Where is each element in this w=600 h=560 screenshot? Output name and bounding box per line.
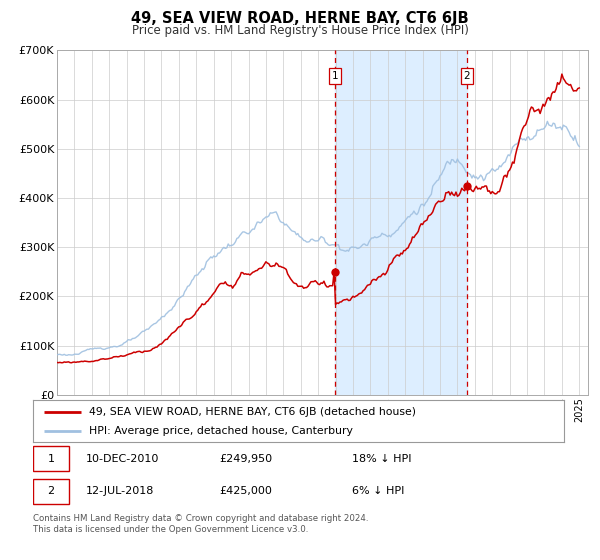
Bar [335,50,467,395]
FancyBboxPatch shape [33,446,69,471]
Text: 49, SEA VIEW ROAD, HERNE BAY, CT6 6JB: 49, SEA VIEW ROAD, HERNE BAY, CT6 6JB [131,11,469,26]
FancyBboxPatch shape [33,479,69,504]
Text: Contains HM Land Registry data © Crown copyright and database right 2024.: Contains HM Land Registry data © Crown c… [33,514,368,523]
Text: 2: 2 [464,71,470,81]
Text: 6% ↓ HPI: 6% ↓ HPI [352,487,404,496]
Text: 10-DEC-2010: 10-DEC-2010 [86,454,160,464]
Text: 1: 1 [331,71,338,81]
Text: 2: 2 [47,487,55,496]
Text: 49, SEA VIEW ROAD, HERNE BAY, CT6 6JB (detached house): 49, SEA VIEW ROAD, HERNE BAY, CT6 6JB (d… [89,407,416,417]
Text: 18% ↓ HPI: 18% ↓ HPI [352,454,411,464]
Text: 1: 1 [47,454,55,464]
Text: Price paid vs. HM Land Registry's House Price Index (HPI): Price paid vs. HM Land Registry's House … [131,24,469,36]
Text: 12-JUL-2018: 12-JUL-2018 [86,487,154,496]
Text: £425,000: £425,000 [219,487,272,496]
Text: This data is licensed under the Open Government Licence v3.0.: This data is licensed under the Open Gov… [33,525,308,534]
Text: £249,950: £249,950 [219,454,272,464]
Text: HPI: Average price, detached house, Canterbury: HPI: Average price, detached house, Cant… [89,426,353,436]
